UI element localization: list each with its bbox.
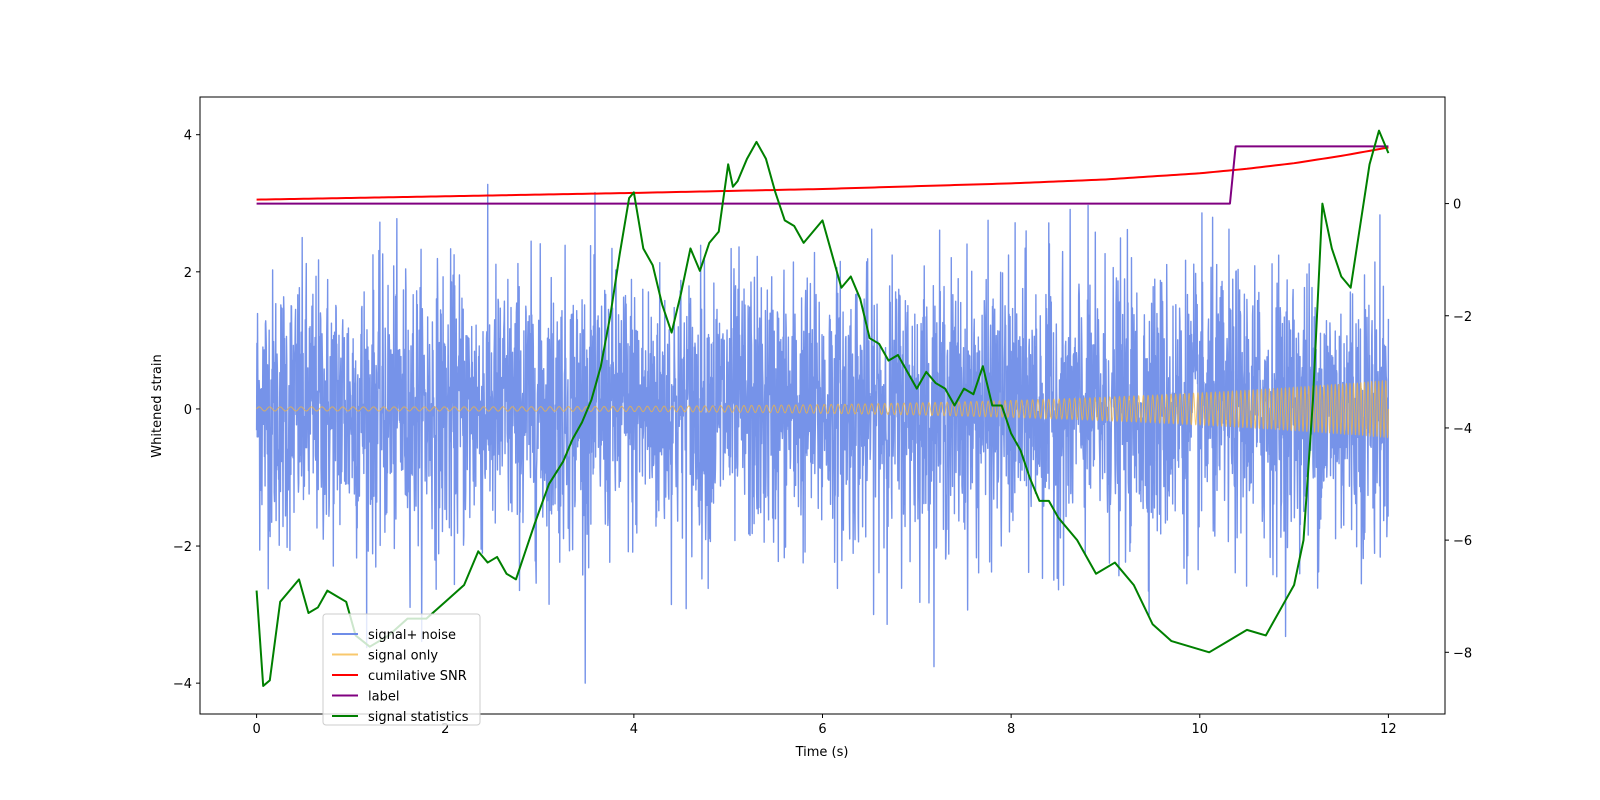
legend-label: cumilative SNR bbox=[368, 669, 467, 684]
y-tick-label: 4 bbox=[184, 129, 192, 144]
y-tick-label: −4 bbox=[173, 677, 192, 692]
plot-area bbox=[255, 129, 1390, 687]
series-layer bbox=[255, 129, 1390, 687]
x-axis-title: Time (s) bbox=[795, 745, 849, 760]
x-tick-label: 8 bbox=[1007, 722, 1015, 737]
legend-label: signal+ noise bbox=[368, 628, 456, 643]
y-axis-left: −4 −2 0 2 4 bbox=[173, 129, 200, 692]
legend-label: signal only bbox=[368, 649, 438, 664]
x-tick-label: 6 bbox=[818, 722, 826, 737]
y2-tick-label: −4 bbox=[1453, 422, 1472, 437]
y2-tick-label: 0 bbox=[1453, 198, 1461, 213]
x-tick-label: 10 bbox=[1191, 722, 1208, 737]
series-cumulative-snr bbox=[256, 146, 1389, 201]
series-signal-statistics bbox=[255, 129, 1390, 687]
y-tick-label: 2 bbox=[184, 266, 192, 281]
y-axis-right: −8 −6 −4 −2 0 bbox=[1445, 198, 1472, 661]
legend-label: label bbox=[368, 690, 399, 705]
y2-tick-label: −6 bbox=[1453, 534, 1472, 549]
series-label bbox=[256, 145, 1389, 205]
x-tick-label: 4 bbox=[630, 722, 638, 737]
x-tick-label: 12 bbox=[1380, 722, 1397, 737]
x-tick-label: 2 bbox=[441, 722, 449, 737]
x-tick-label: 0 bbox=[252, 722, 260, 737]
legend: signal+ noise signal only cumilative SNR la… bbox=[322, 613, 481, 726]
legend-box bbox=[322, 613, 481, 726]
y-tick-label: −2 bbox=[173, 540, 192, 555]
series-signal-only bbox=[256, 380, 1389, 439]
legend-label: signal statistics bbox=[368, 710, 469, 725]
y-axis-title: Whitened strain bbox=[150, 354, 165, 457]
y2-tick-label: −8 bbox=[1453, 646, 1472, 661]
y2-tick-label: −2 bbox=[1453, 310, 1472, 325]
series-signal-noise bbox=[255, 183, 1390, 684]
y-tick-label: 0 bbox=[184, 403, 192, 418]
